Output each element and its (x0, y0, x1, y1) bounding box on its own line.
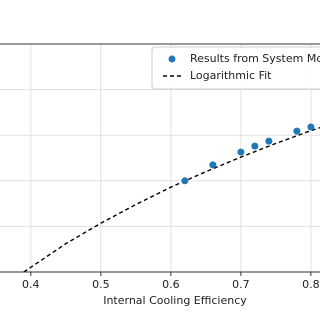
data-point (237, 148, 245, 156)
x-axis-label: Internal Cooling Efficiency (103, 294, 247, 307)
data-point (181, 177, 189, 185)
x-tick-label: 0.7 (232, 278, 250, 291)
data-point (209, 161, 217, 169)
legend-marker (168, 55, 176, 63)
data-point (265, 137, 273, 145)
x-tick-label: 0.6 (162, 278, 180, 291)
legend-label: Results from System Mo (190, 52, 320, 65)
x-tick-label: 0.4 (22, 278, 40, 291)
legend: Results from System Mo Logarithmic Fit (151, 46, 320, 90)
legend-box (151, 46, 320, 90)
grid (0, 44, 320, 276)
fit-line (23, 126, 320, 272)
data-point (293, 127, 301, 135)
x-tick-label: 0.5 (92, 278, 110, 291)
x-tick-label: 0.8 (302, 278, 320, 291)
legend-label: Logarithmic Fit (190, 69, 272, 82)
plot-area (23, 123, 320, 272)
data-point (251, 142, 259, 150)
data-point (307, 123, 315, 131)
